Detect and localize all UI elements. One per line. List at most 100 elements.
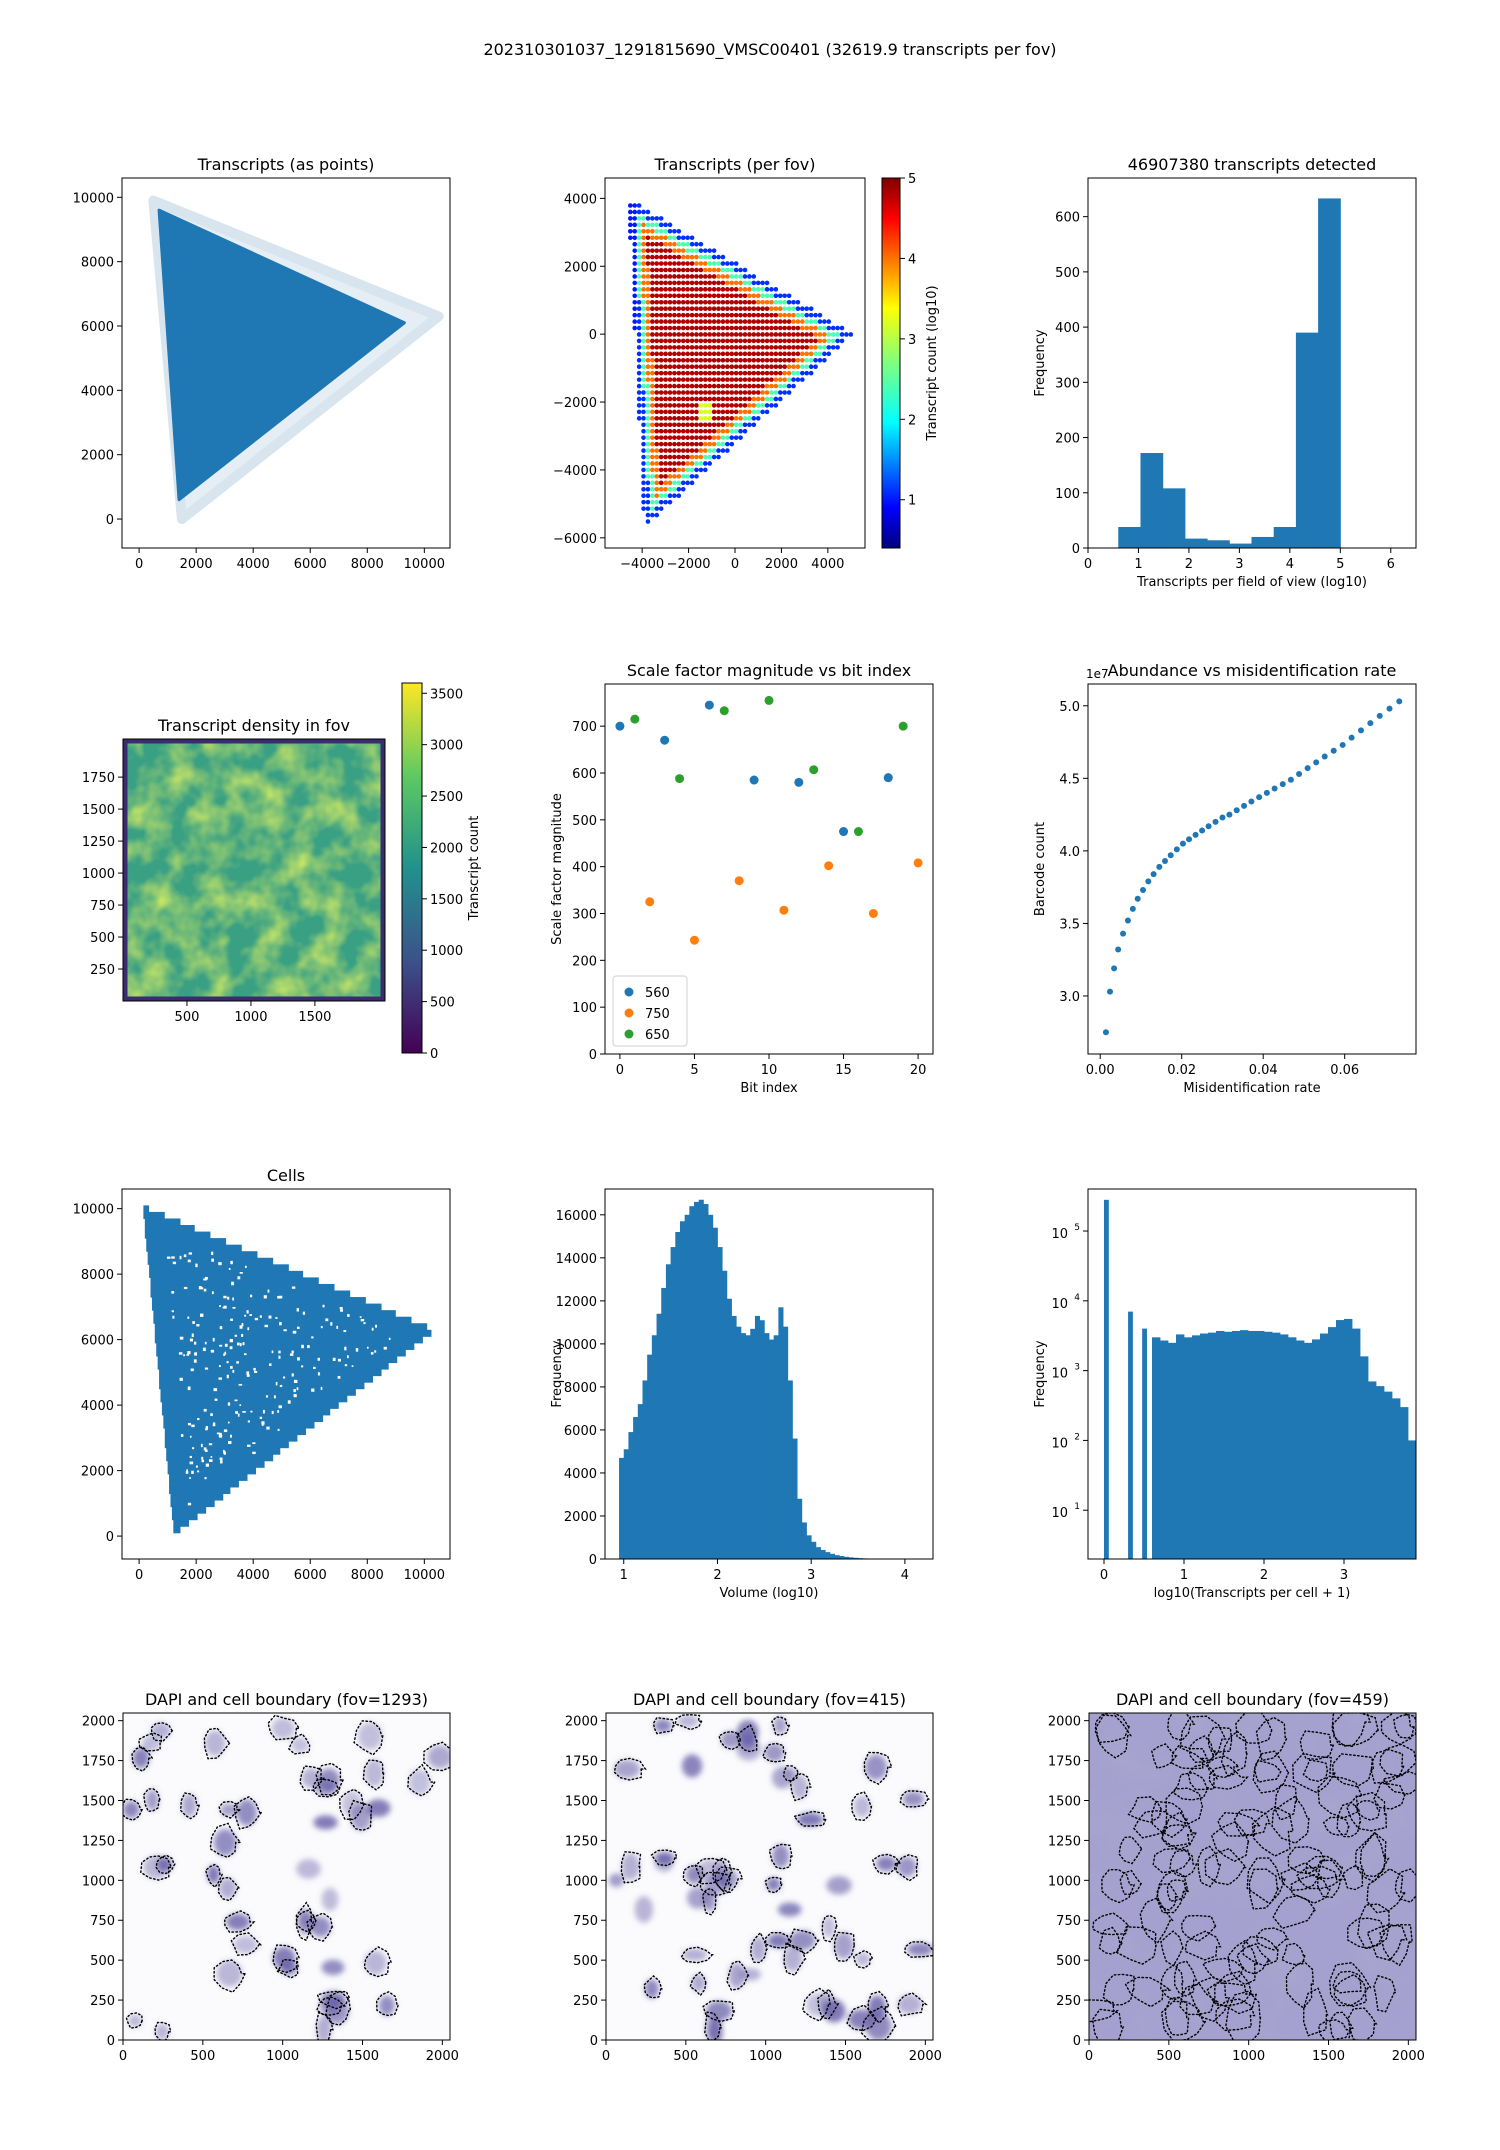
fov-point: [658, 364, 664, 370]
fov-point: [694, 454, 699, 460]
fov-point: [658, 338, 664, 344]
histogram-bar: [1280, 1334, 1289, 1559]
fov-point: [685, 299, 690, 305]
fov-point: [773, 390, 779, 395]
nucleus: [271, 1717, 295, 1740]
fov-point: [694, 416, 699, 421]
fov-point: [658, 454, 664, 460]
fov-point: [817, 345, 823, 350]
fov-point: [672, 364, 677, 370]
cell-boundary: [1124, 1976, 1173, 2008]
fov-point: [773, 396, 779, 402]
cell-gap: [187, 1502, 192, 1506]
fov-point: [742, 293, 748, 299]
fov-point: [707, 293, 712, 299]
cell-gap: [277, 1428, 280, 1431]
fov-point: [654, 512, 660, 518]
fov-point: [751, 287, 757, 292]
nucleus: [720, 1731, 739, 1749]
fov-point: [738, 299, 743, 305]
cell-boundary: [295, 1909, 317, 1934]
fov-point: [658, 422, 664, 428]
cell-boundary: [1366, 1867, 1407, 1914]
fov-point: [808, 319, 814, 324]
fov-point: [654, 480, 660, 486]
cell-boundary: [1208, 1764, 1249, 1790]
fov-point: [791, 325, 796, 331]
fov-point: [658, 357, 664, 363]
fov-point: [694, 467, 699, 473]
fov-point: [760, 351, 765, 357]
fov-point: [716, 364, 721, 370]
y-tick-label: 10000: [73, 1203, 114, 1218]
nucleus: [654, 1856, 674, 1872]
cell-gap: [228, 1267, 231, 1270]
nucleus: [182, 1793, 197, 1817]
colorbar-gradient: [401, 682, 423, 1054]
cell-boundary: [1161, 1824, 1194, 1848]
histogram-bar: [759, 1320, 765, 1559]
fov-point: [658, 409, 664, 415]
axes-frame: [605, 1712, 934, 2041]
fov-point: [711, 312, 717, 318]
fov-point: [632, 325, 638, 331]
fov-point: [733, 338, 739, 344]
cell-boundary: [217, 1876, 241, 1902]
fov-point: [636, 222, 642, 228]
fov-point: [720, 403, 726, 408]
scatter-point: [1111, 965, 1118, 972]
y-tick-label: 6000: [81, 1334, 114, 1349]
fov-point: [782, 306, 787, 311]
histogram-bar: [1240, 1330, 1249, 1559]
scatter-point: [749, 775, 759, 785]
fov-point: [658, 467, 664, 473]
fov-point: [702, 306, 708, 311]
cell-gaps: [166, 1251, 391, 1506]
fov-point: [689, 428, 695, 434]
fov-point: [632, 235, 638, 241]
fov-point: [729, 390, 735, 395]
scatter-point: [1145, 878, 1152, 885]
cell-gap: [267, 1289, 270, 1293]
fov-point: [773, 319, 779, 324]
fov-point: [716, 435, 721, 440]
nucleus: [220, 1803, 237, 1817]
fov-point: [826, 325, 832, 331]
fov-point: [747, 287, 752, 292]
fov-point: [707, 416, 712, 421]
fov-point: [663, 357, 668, 363]
fov-point: [760, 396, 765, 402]
x-tick-label: 2000: [765, 557, 798, 572]
histogram-bar: [689, 1206, 695, 1559]
histogram-bar: [1140, 453, 1164, 548]
fov-point: [676, 448, 682, 453]
fov-point: [786, 299, 792, 305]
fov-point: [760, 403, 765, 408]
cell-boundary: [1373, 1974, 1397, 2013]
cell-gap: [195, 1263, 198, 1268]
fov-point: [777, 383, 783, 389]
histogram-bar: [726, 1298, 732, 1559]
fov-point: [641, 506, 646, 511]
fov-point: [751, 409, 757, 415]
histogram-bar: [642, 1380, 648, 1559]
fov-point: [654, 454, 660, 460]
scatter-point: [719, 706, 729, 716]
fov-point: [738, 332, 743, 337]
y-tick-label: 10: [1051, 1227, 1068, 1242]
y-tick-label: 1750: [82, 771, 115, 786]
x-tick-label: 0.02: [1167, 1063, 1196, 1078]
fov-point: [720, 396, 726, 402]
fov-point: [641, 364, 646, 370]
fov-point: [680, 364, 686, 370]
fov-point: [835, 325, 840, 331]
fov-point: [689, 474, 695, 479]
fov-point: [777, 299, 783, 305]
fov-point: [636, 383, 642, 389]
fov-point: [685, 274, 690, 279]
fov-point: [733, 428, 739, 434]
x-tick-label: −2000: [667, 557, 711, 572]
histogram-bar: [1152, 1337, 1161, 1559]
fov-point: [650, 241, 655, 247]
colorbar-gradient: [881, 177, 901, 549]
